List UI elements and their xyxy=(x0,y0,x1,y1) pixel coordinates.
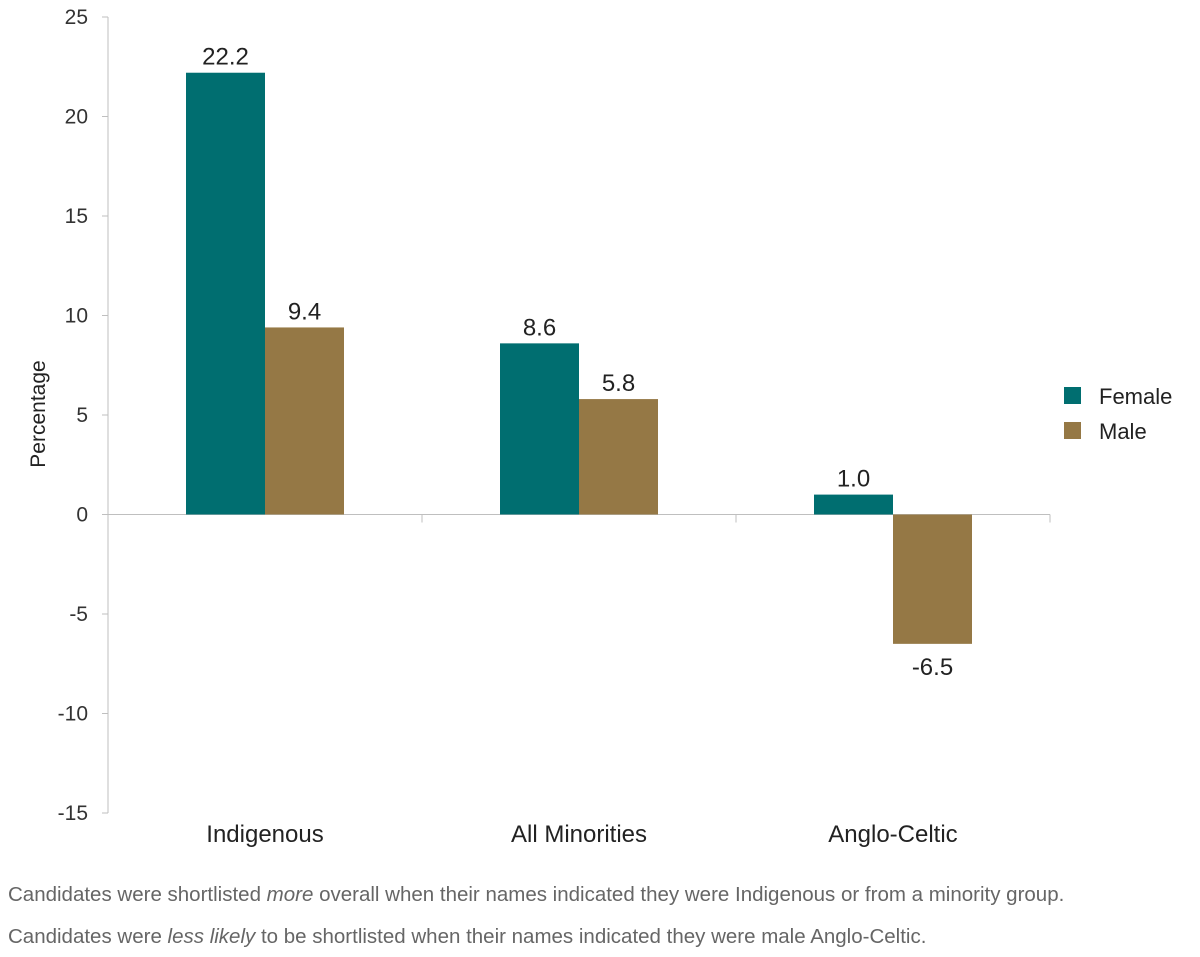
bar-male-indigenous xyxy=(265,327,344,515)
chart-data-labels: 22.2 9.4 8.6 5.8 1.0 -6.5 xyxy=(202,44,953,681)
legend-swatch-female xyxy=(1064,387,1081,404)
y-tick-label: -15 xyxy=(58,802,88,825)
bar-female-indigenous xyxy=(186,72,265,515)
caption-line-1-emphasis: more xyxy=(266,883,314,906)
y-tick-label: 20 xyxy=(65,106,88,129)
caption-line-1-start: Candidates were shortlisted xyxy=(8,883,267,906)
chart-bars xyxy=(186,72,972,644)
y-tick-label: 10 xyxy=(65,305,88,328)
y-axis-title: Percentage xyxy=(27,360,50,467)
x-category-label: All Minorities xyxy=(511,821,647,848)
bar-chart: 25 20 15 10 5 0 -5 -10 -15 Indigenous All Minoriti… xyxy=(27,6,1172,848)
y-tick-label: 5 xyxy=(76,404,88,427)
data-label: 9.4 xyxy=(288,298,321,325)
legend: Female Male xyxy=(1064,384,1172,444)
caption-line-2-end: to be shortlisted when their names indic… xyxy=(255,925,927,948)
caption-line-1: Candidates were shortlisted more overall… xyxy=(8,883,1064,907)
bar-female-anglo-celtic xyxy=(814,494,893,515)
data-label: 5.8 xyxy=(602,370,635,397)
y-tick-label: 0 xyxy=(76,504,88,527)
caption-line-2: Candidates were less likely to be shortl… xyxy=(8,925,926,949)
legend-swatch-male xyxy=(1064,422,1081,439)
legend-label-female: Female xyxy=(1099,384,1172,409)
y-tick-label: 15 xyxy=(65,205,88,228)
y-tick-label: -10 xyxy=(58,703,88,726)
bar-male-all-minorities xyxy=(579,399,658,515)
x-category-label: Anglo-Celtic xyxy=(828,821,957,848)
bar-female-all-minorities xyxy=(500,343,579,515)
data-label: 8.6 xyxy=(523,314,556,341)
caption-line-2-emphasis: less likely xyxy=(167,925,256,948)
bar-male-anglo-celtic xyxy=(893,514,972,644)
y-tick-label: -5 xyxy=(69,603,88,626)
x-category-label: Indigenous xyxy=(206,821,323,848)
caption-line-2-start: Candidates were xyxy=(8,925,168,948)
caption-line-1-end: overall when their names indicated they … xyxy=(313,883,1065,906)
data-label: 1.0 xyxy=(837,466,870,493)
legend-label-male: Male xyxy=(1099,419,1147,444)
y-tick-label: 25 xyxy=(65,6,88,29)
data-label: -6.5 xyxy=(912,654,953,681)
data-label: 22.2 xyxy=(202,44,249,71)
